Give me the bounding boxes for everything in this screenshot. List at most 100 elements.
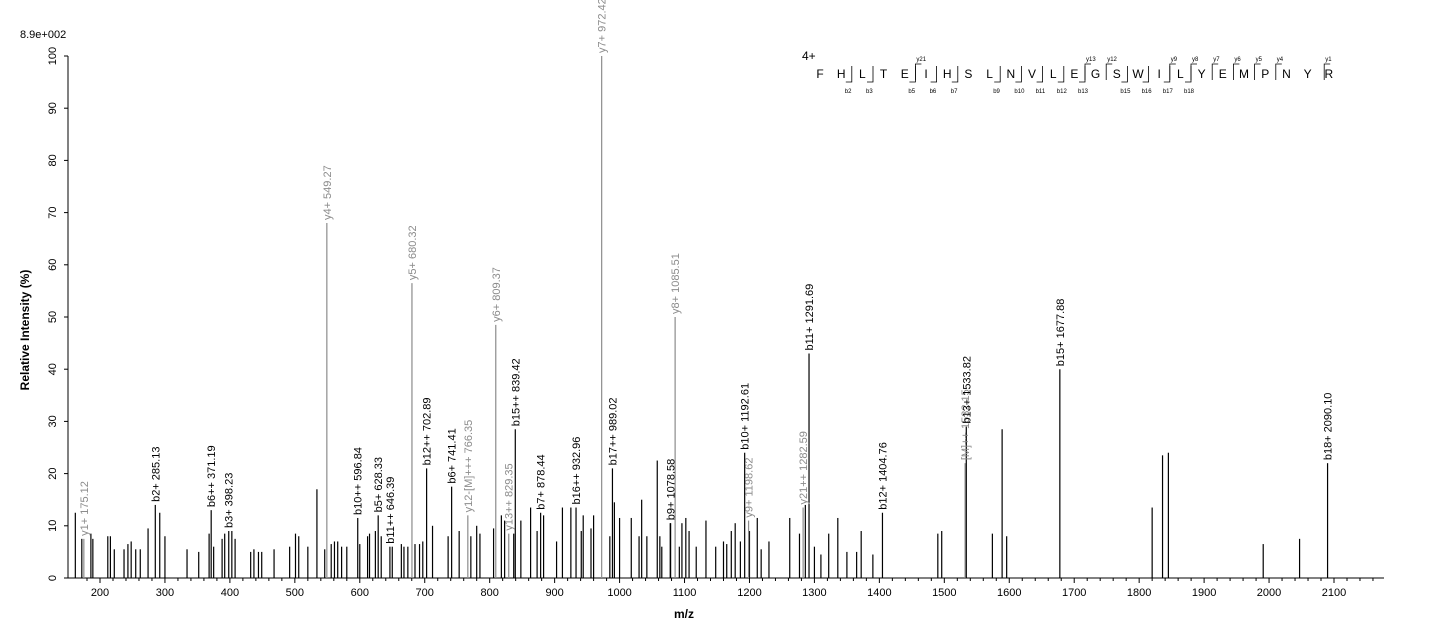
peak-label: b3+ 398.23 [224,473,236,528]
b-fragment-label: b10 [1014,89,1025,95]
sequence-residue: G [1091,67,1100,81]
sequence-residue: N [1282,67,1291,81]
sequence-residue: M [1239,67,1249,81]
b-fragment-label: b6 [930,89,937,95]
x-tick-label: 200 [91,587,109,599]
sequence-residue: I [924,67,927,81]
y-tick-label: 30 [47,415,59,427]
b-fragment-mark [930,66,937,83]
axes: 0 10 20 30 40 50 60 70 80 90 100 200 300 400 500 600 700… [47,47,1384,599]
x-tick-label: 1700 [1062,587,1086,599]
peak-label: b6+ 741.41 [447,428,459,483]
x-tick-label: 1200 [737,587,761,599]
y-fragment-label: y7 [1213,57,1220,63]
peak-label: b10+ 1192.61 [740,383,752,450]
peak-label: b5+ 628.33 [373,457,385,512]
y-fragment-mark [1275,63,1282,80]
b-fragment-label: b15 [1120,89,1131,95]
b-fragment-mark [1185,66,1192,83]
peak-label: b7+ 878.44 [536,454,548,509]
peak-label: y8+ 1085.51 [670,253,682,314]
sequence-residue: W [1132,67,1144,81]
peak-label: b17++ 989.02 [607,397,619,465]
sequence-residue: I [1158,67,1161,81]
peak-label: b10++ 596.84 [353,447,365,515]
b-fragment-mark [1142,66,1149,83]
x-tick-label: 600 [351,587,369,599]
sequence-residue: L [1050,67,1057,81]
x-tick-label: 1100 [673,587,697,599]
y-fragment-mark [1233,63,1240,80]
peak-label: y7+ 972.42 [597,0,609,53]
y-fragment-mark [1254,63,1261,80]
y-tick-label: 20 [47,467,59,479]
y-tick-label: 50 [47,311,59,323]
y-fragment-mark [1211,63,1219,80]
sequence-residue: P [1261,67,1269,81]
peak-label: b16++ 932.96 [571,437,583,505]
sequence-residue: T [880,67,888,81]
x-tick-label: 1800 [1127,587,1151,599]
x-tick-label: 1300 [802,587,826,599]
sequence-residue: Y [1304,67,1312,81]
peak-label: b2+ 285.13 [150,447,162,502]
sequence-residue: S [1113,67,1121,81]
b-fragment-mark [1036,66,1043,83]
b-fragment-label: b16 [1142,89,1153,95]
y-fragment-label: y9 [1171,57,1178,63]
x-tick-label: 1500 [932,587,956,599]
sequence-residue: E [901,67,909,81]
y-fragment-label: y5 [1256,57,1263,63]
b-fragment-mark [909,66,916,83]
peak-label: y6+ 809.37 [491,267,503,322]
b-fragment-mark [994,66,1001,83]
sequence-residue: N [1006,67,1015,81]
sequence-residue: S [964,67,972,81]
y-fragment-label: y12 [1107,57,1117,63]
y-tick-label: 90 [47,102,59,114]
peak-label: b6++ 371.19 [206,445,218,507]
x-tick-label: 700 [416,587,434,599]
sequence-residue: V [1028,67,1036,81]
b-fragment-label: b5 [908,89,915,95]
sequence-residue: F [816,67,823,81]
y-tick-label: 40 [47,363,59,375]
peak-label: b12+ 1404.76 [877,442,889,510]
y-axis-title: Relative Intensity (%) [18,270,32,391]
b-fragment-mark [1015,66,1022,83]
peak-label: y12-[M]+++ 766.35 [463,420,475,513]
sequence-residue: E [1070,67,1078,81]
b-fragment-label: b13 [1078,89,1089,95]
b-fragment-label: b3 [866,89,873,95]
peak-label: b11++ 646.39 [385,477,397,544]
sequence-residue: L [1177,67,1184,81]
peak-label: y13++ 829.35 [504,463,516,530]
x-tick-label: 800 [481,587,499,599]
b-fragment-mark [951,66,959,83]
sequence-residue: H [837,67,846,81]
peak-label: y21++ 1282.59 [798,431,810,504]
y-tick-label: 70 [47,206,59,218]
peak-label: y1+ 175.12 [79,481,91,536]
y-tick-label: 80 [47,154,59,166]
b-fragment-label: b11 [1036,89,1046,95]
x-tick-label: 1900 [1192,587,1216,599]
peak-label: b11+ 1291.69 [804,284,816,351]
y-fragment-label: y13 [1086,57,1096,63]
b-fragment-mark [1163,66,1171,83]
sequence-residue: Y [1198,67,1206,81]
y-fragment-mark [1190,63,1197,80]
b-fragment-label: b7 [951,89,958,95]
peak-label: b12++ 702.89 [422,397,434,465]
x-axis-title: m/z [674,607,694,621]
y-fragment-mark [915,63,922,80]
b-fragment-label: b9 [993,89,1000,95]
b-fragment-mark [845,66,853,83]
b-fragment-label: b2 [845,89,852,95]
peak-label: b9+ 1078.58 [666,459,678,520]
y-fragment-mark [1105,63,1113,80]
y-fragment-label: y4 [1277,57,1284,63]
y-tick-label: 0 [47,575,59,581]
